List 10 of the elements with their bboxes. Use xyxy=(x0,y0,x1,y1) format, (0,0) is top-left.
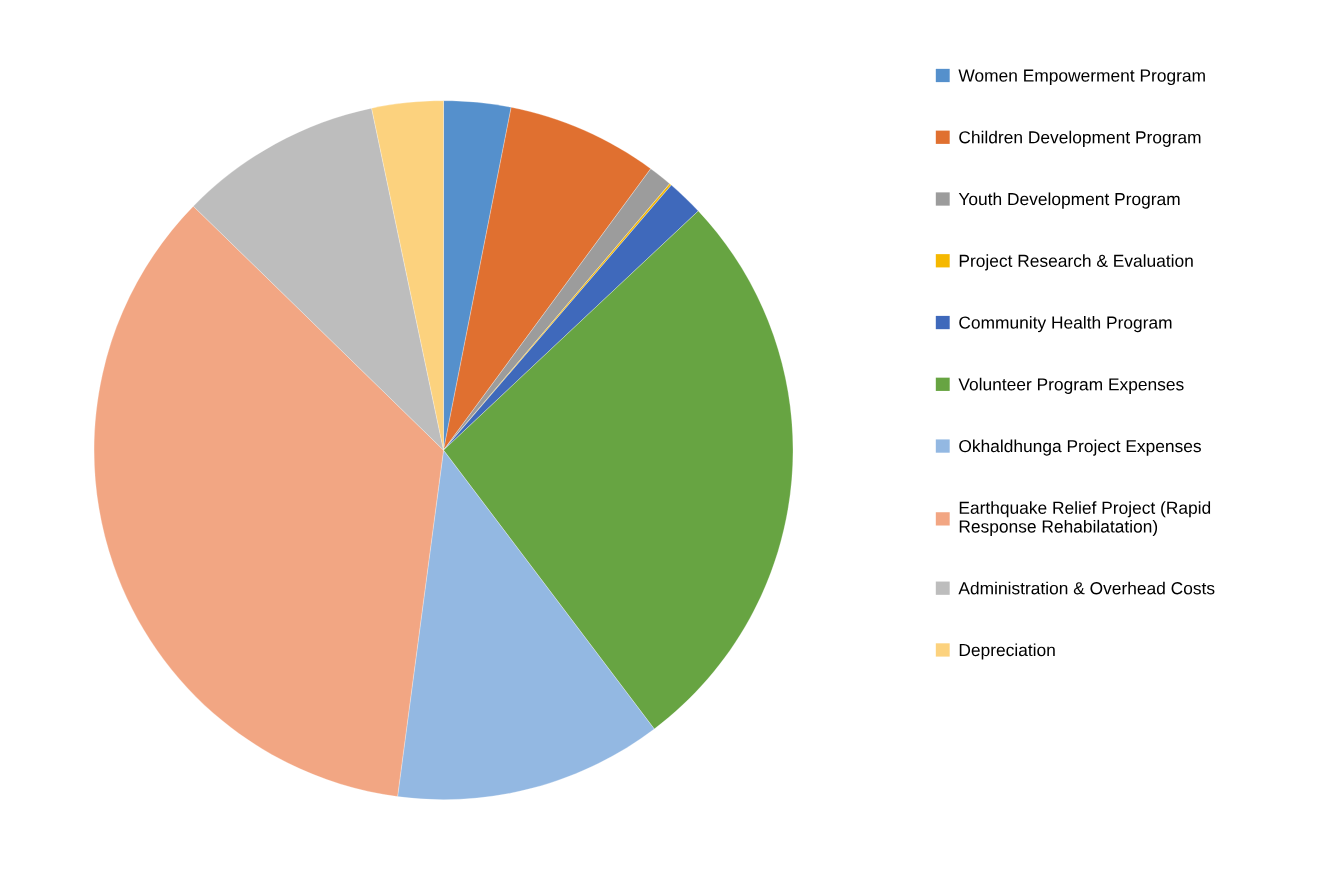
legend-label: Project Research & Evaluation xyxy=(959,254,1193,271)
legend-label: Volunteer Program Expenses xyxy=(958,377,1184,394)
legend-label: Community Health Program xyxy=(959,315,1172,333)
legend-label: Earthquake Relief Project (Rapid Response Rehabilatation) xyxy=(959,501,1211,537)
legend-label: Youth Development Program xyxy=(958,192,1180,209)
legend-label: Women Empowerment Program xyxy=(958,69,1205,86)
legend-label: Children Development Program xyxy=(959,130,1201,147)
legend-label: Administration & Overhead Costs xyxy=(958,581,1215,595)
legend-label: Okhaldhunga Project Expenses xyxy=(959,439,1201,456)
legend-label: Depreciation xyxy=(959,643,1055,660)
